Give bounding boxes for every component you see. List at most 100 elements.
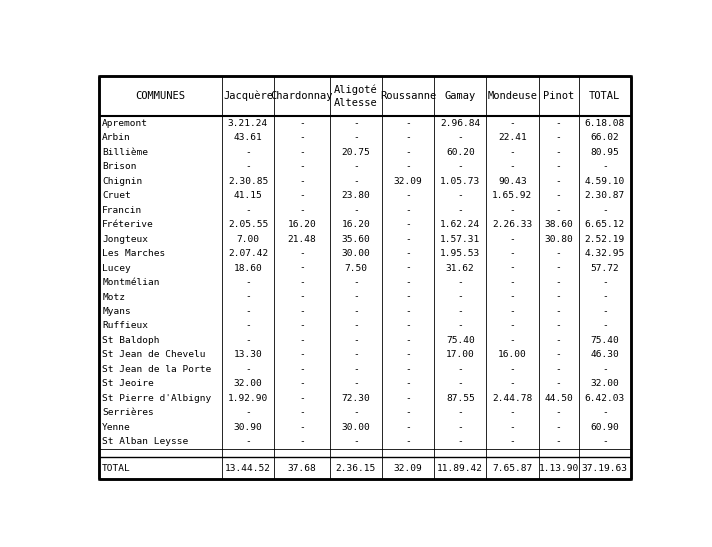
Text: -: - [556, 148, 562, 157]
Text: 17.00: 17.00 [446, 351, 475, 359]
Text: -: - [556, 162, 562, 171]
Text: -: - [602, 206, 607, 215]
Text: Motz: Motz [103, 293, 125, 301]
Text: -: - [457, 162, 463, 171]
Text: 80.95: 80.95 [590, 148, 619, 157]
Text: -: - [405, 264, 411, 272]
Text: -: - [299, 351, 305, 359]
Text: -: - [405, 119, 411, 128]
Text: -: - [556, 408, 562, 417]
Text: St Jean de la Porte: St Jean de la Porte [103, 365, 211, 374]
Text: -: - [353, 206, 359, 215]
Text: 57.72: 57.72 [590, 264, 619, 272]
Text: -: - [245, 322, 251, 330]
Text: -: - [405, 351, 411, 359]
Text: -: - [299, 278, 305, 287]
Text: St Baldoph: St Baldoph [103, 336, 159, 345]
Text: -: - [556, 351, 562, 359]
Text: 30.80: 30.80 [544, 235, 573, 243]
Text: -: - [299, 408, 305, 417]
Text: -: - [556, 264, 562, 272]
Text: -: - [245, 278, 251, 287]
Text: -: - [405, 394, 411, 403]
Text: -: - [353, 336, 359, 345]
Text: -: - [556, 133, 562, 142]
Text: -: - [510, 249, 515, 258]
Text: -: - [556, 278, 562, 287]
Text: -: - [299, 307, 305, 316]
Text: 1.05.73: 1.05.73 [440, 177, 481, 186]
Text: -: - [556, 177, 562, 186]
Text: -: - [510, 423, 515, 432]
Text: -: - [556, 379, 562, 388]
Text: -: - [556, 423, 562, 432]
Text: -: - [457, 408, 463, 417]
Text: Jacquère: Jacquère [223, 91, 273, 101]
Text: 16.00: 16.00 [498, 351, 527, 359]
Text: -: - [556, 437, 562, 446]
Text: -: - [510, 408, 515, 417]
Text: -: - [353, 177, 359, 186]
Text: -: - [510, 235, 515, 243]
Text: -: - [510, 264, 515, 272]
Text: -: - [510, 322, 515, 330]
Text: -: - [245, 307, 251, 316]
Text: 2.52.19: 2.52.19 [585, 235, 625, 243]
Text: 21.48: 21.48 [288, 235, 316, 243]
Text: Montmélian: Montmélian [103, 278, 159, 287]
Text: 2.30.87: 2.30.87 [585, 191, 625, 200]
Text: -: - [299, 119, 305, 128]
Text: 2.30.85: 2.30.85 [228, 177, 268, 186]
Text: -: - [353, 162, 359, 171]
Text: -: - [245, 293, 251, 301]
Text: -: - [299, 293, 305, 301]
Text: -: - [457, 293, 463, 301]
Text: 35.60: 35.60 [342, 235, 370, 243]
Text: -: - [457, 437, 463, 446]
Text: -: - [299, 177, 305, 186]
Text: COMMUNES: COMMUNES [135, 91, 185, 101]
Text: 16.20: 16.20 [288, 220, 316, 229]
Text: 1.57.31: 1.57.31 [440, 235, 481, 243]
Text: 2.96.84: 2.96.84 [440, 119, 481, 128]
Text: -: - [299, 148, 305, 157]
Text: 1.13.90: 1.13.90 [538, 464, 579, 473]
Text: -: - [353, 119, 359, 128]
Text: -: - [405, 206, 411, 215]
Text: -: - [556, 191, 562, 200]
Text: 37.68: 37.68 [288, 464, 316, 473]
Text: -: - [510, 293, 515, 301]
Text: -: - [405, 235, 411, 243]
Text: -: - [510, 336, 515, 345]
Text: -: - [353, 293, 359, 301]
Text: -: - [602, 293, 607, 301]
Text: -: - [299, 206, 305, 215]
Text: 66.02: 66.02 [590, 133, 619, 142]
Text: 90.43: 90.43 [498, 177, 527, 186]
Text: 75.40: 75.40 [446, 336, 475, 345]
Text: 2.05.55: 2.05.55 [228, 220, 268, 229]
Text: -: - [405, 322, 411, 330]
Text: 23.80: 23.80 [342, 191, 370, 200]
Text: -: - [299, 379, 305, 388]
Text: 7.00: 7.00 [236, 235, 259, 243]
Text: 1.62.24: 1.62.24 [440, 220, 481, 229]
Text: -: - [457, 307, 463, 316]
Text: -: - [457, 365, 463, 374]
Text: Mondeuse: Mondeuse [488, 91, 538, 101]
Text: -: - [353, 437, 359, 446]
Text: 2.44.78: 2.44.78 [492, 394, 533, 403]
Text: -: - [299, 365, 305, 374]
Text: Lucey: Lucey [103, 264, 131, 272]
Text: Roussanne: Roussanne [380, 91, 436, 101]
Text: -: - [245, 336, 251, 345]
Text: -: - [556, 307, 562, 316]
Text: -: - [556, 249, 562, 258]
Text: 2.26.33: 2.26.33 [492, 220, 533, 229]
Text: -: - [353, 322, 359, 330]
Text: -: - [457, 379, 463, 388]
Text: 13.44.52: 13.44.52 [225, 464, 271, 473]
Text: -: - [353, 379, 359, 388]
Text: -: - [405, 133, 411, 142]
Text: Chardonnay: Chardonnay [271, 91, 333, 101]
